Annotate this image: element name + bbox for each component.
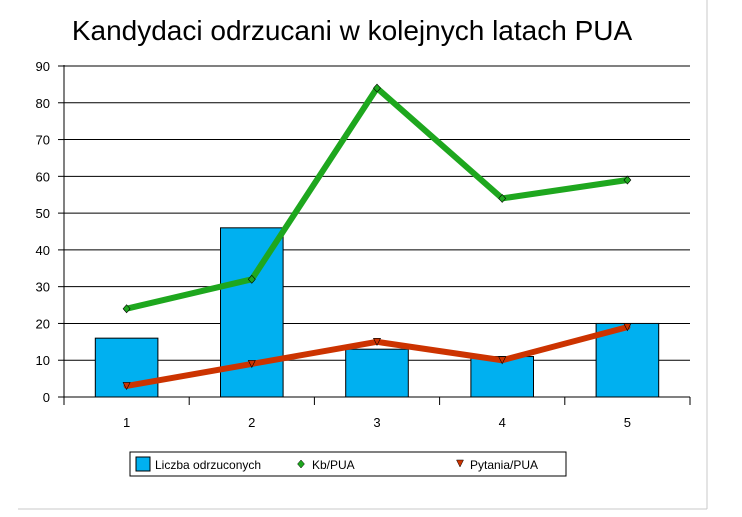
legend-label-pytania: Pytania/PUA bbox=[470, 458, 538, 472]
bars bbox=[94, 227, 660, 398]
y-tick-label-30: 30 bbox=[36, 280, 50, 295]
legend-swatch-triangle bbox=[456, 459, 464, 468]
point-pytania-pua-1 bbox=[122, 382, 131, 391]
legend-label-bars: Liczba odrzuconych bbox=[155, 458, 261, 472]
legend-label-kb: Kb/PUA bbox=[312, 458, 355, 472]
x-tick-label-2: 2 bbox=[248, 415, 255, 430]
line-kb-pua bbox=[123, 85, 631, 312]
axes bbox=[58, 65, 691, 405]
y-tick-labels: 0 10 20 30 40 50 60 70 80 90 bbox=[36, 59, 50, 405]
point-kb-pua-3 bbox=[373, 83, 381, 93]
chart-title: Kandydaci odrzucani w kolejnych latach P… bbox=[72, 15, 633, 46]
point-kb-pua-5 bbox=[623, 175, 632, 185]
x-tick-label-1: 1 bbox=[123, 415, 130, 430]
point-kb-pua-2 bbox=[247, 274, 256, 284]
y-tick-label-60: 60 bbox=[36, 169, 50, 184]
y-tick-label-20: 20 bbox=[36, 316, 50, 331]
point-pytania-pua-4 bbox=[498, 356, 507, 365]
y-tick-label-40: 40 bbox=[36, 243, 50, 258]
x-tick-label-3: 3 bbox=[373, 415, 380, 430]
point-kb-pua-1 bbox=[122, 304, 131, 314]
y-tick-label-50: 50 bbox=[36, 206, 50, 221]
point-pytania-pua-5 bbox=[623, 323, 632, 332]
legend-swatch-diamond bbox=[297, 459, 305, 469]
y-tick-label-80: 80 bbox=[36, 96, 50, 111]
y-tick-label-90: 90 bbox=[36, 59, 50, 74]
bar-3 bbox=[345, 348, 409, 398]
bar-2 bbox=[220, 227, 284, 398]
legend: Liczba odrzuconych Kb/PUA Pytania/PUA bbox=[129, 451, 567, 477]
x-tick-label-5: 5 bbox=[624, 415, 631, 430]
legend-box bbox=[129, 451, 567, 477]
point-pytania-pua-3 bbox=[373, 338, 381, 347]
point-kb-pua-4 bbox=[498, 193, 507, 203]
y-tick-label-10: 10 bbox=[36, 353, 50, 368]
y-tick-label-0: 0 bbox=[43, 390, 50, 405]
y-tick-label-70: 70 bbox=[36, 133, 50, 148]
x-tick-labels: 1 2 3 4 5 bbox=[123, 415, 631, 430]
point-pytania-pua-2 bbox=[247, 360, 256, 369]
x-tick-label-4: 4 bbox=[499, 415, 506, 430]
grid-lines bbox=[64, 65, 690, 361]
legend-swatch-bar bbox=[135, 456, 151, 472]
series-lines bbox=[122, 83, 632, 391]
